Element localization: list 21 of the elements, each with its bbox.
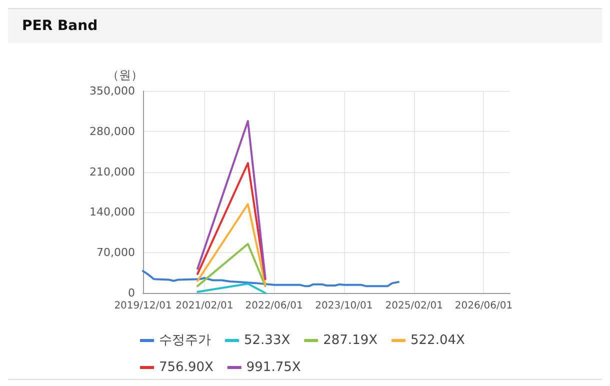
legend-label: 52.33X bbox=[244, 333, 290, 348]
y-tick-label: 280,000 bbox=[90, 124, 135, 138]
y-tick-label: 0 bbox=[128, 286, 135, 300]
legend-label: 991.75X bbox=[246, 360, 301, 375]
y-tick-label: 350,000 bbox=[90, 84, 135, 98]
y-tick-label: 140,000 bbox=[90, 206, 135, 219]
line-series bbox=[142, 270, 400, 288]
y-axis-title: （원） bbox=[107, 68, 143, 82]
y-tick-label: 70,000 bbox=[96, 246, 135, 260]
x-tick-label: 2023/10/01 bbox=[315, 300, 373, 312]
x-tick-label: 2025/02/01 bbox=[385, 300, 443, 312]
x-tick-label: 2019/12/01 bbox=[114, 300, 172, 312]
x-tick-label: 2022/06/01 bbox=[245, 300, 303, 312]
legend-label: 287.19X bbox=[323, 333, 378, 348]
legend-label: 756.90X bbox=[159, 360, 214, 375]
y-tick-label: 210,000 bbox=[90, 165, 135, 178]
legend-label: 522.04X bbox=[410, 333, 465, 348]
legend-label: 수정주가 bbox=[159, 333, 211, 348]
x-tick-label: 2026/06/01 bbox=[454, 300, 513, 312]
chart-title: PER Band bbox=[8, 9, 602, 43]
x-tick-label: 2021/02/01 bbox=[176, 300, 234, 312]
